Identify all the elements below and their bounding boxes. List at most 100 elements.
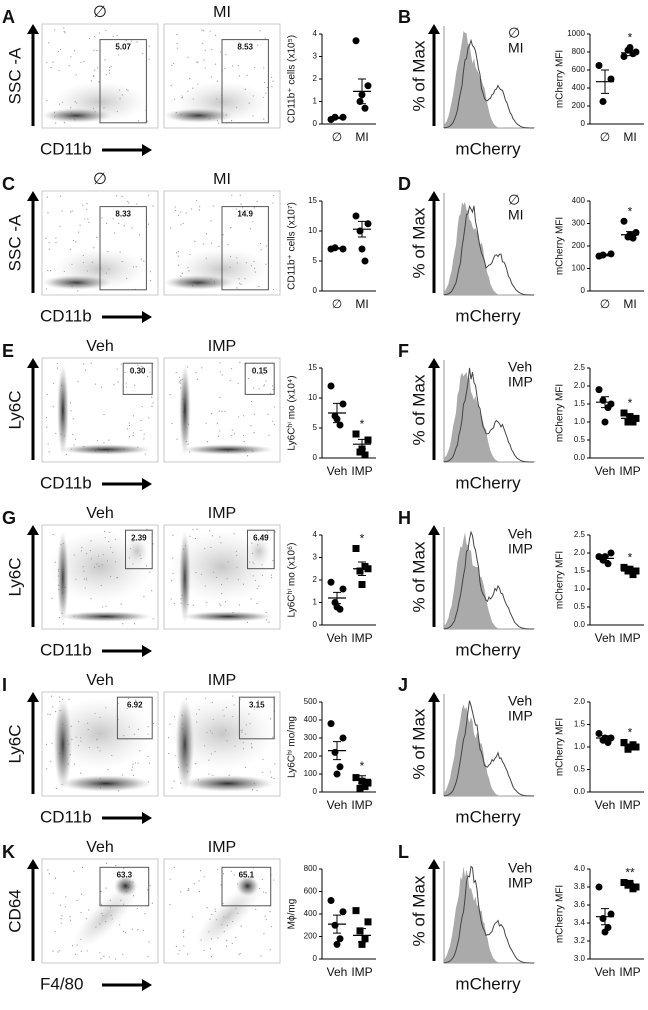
event-dot xyxy=(265,918,267,920)
event-dot xyxy=(137,762,139,764)
event-dot xyxy=(171,64,173,66)
y-axis-label: mCherry MFI xyxy=(555,50,566,108)
y-tick-label: 3 xyxy=(313,52,318,61)
x-axis-label: mCherry xyxy=(455,139,521,158)
event-dot xyxy=(211,413,213,415)
event-dot xyxy=(198,880,200,882)
event-dot xyxy=(133,384,136,386)
event-dot xyxy=(169,723,171,725)
gate xyxy=(116,696,153,740)
error-bar xyxy=(358,561,366,576)
event-dot xyxy=(131,769,133,771)
event-dot xyxy=(189,78,191,80)
event-dot xyxy=(172,62,175,65)
gate xyxy=(125,529,153,570)
event-dot xyxy=(258,285,260,288)
arrow-head xyxy=(428,692,440,702)
y-tick-label: 0 xyxy=(313,286,318,295)
event-dot xyxy=(175,252,178,254)
event-dot xyxy=(105,605,107,608)
population xyxy=(47,697,153,770)
y-tick-label: 100 xyxy=(304,769,318,778)
event-dot xyxy=(210,956,213,958)
event-dot xyxy=(55,432,57,434)
event-dot xyxy=(246,455,249,457)
event-dot xyxy=(59,225,61,227)
event-dot xyxy=(74,438,77,440)
event-dot xyxy=(168,752,170,755)
data-point xyxy=(601,418,609,426)
event-dot xyxy=(148,45,150,47)
arrow-head xyxy=(142,311,152,323)
category-label: ∅ xyxy=(332,297,342,311)
arrow-head xyxy=(27,24,39,34)
event-dot xyxy=(47,269,49,272)
event-dot xyxy=(112,35,114,37)
event-dot xyxy=(108,69,110,71)
event-dot xyxy=(238,75,241,77)
data-point xyxy=(352,430,360,438)
event-dot xyxy=(269,771,271,773)
x-axis-label: mCherry xyxy=(455,306,521,325)
condition-label: Veh xyxy=(86,672,114,689)
data-point xyxy=(336,421,344,429)
event-dot xyxy=(60,922,62,924)
event-dot xyxy=(72,433,74,436)
event-dot xyxy=(273,406,275,408)
event-dot xyxy=(269,718,272,720)
event-dot xyxy=(56,367,59,369)
event-dot xyxy=(125,40,127,42)
event-dot xyxy=(267,413,269,415)
event-dot xyxy=(273,194,275,197)
event-dot xyxy=(104,59,106,61)
event-dot xyxy=(226,940,228,942)
event-dot xyxy=(113,232,116,234)
event-dot xyxy=(148,941,150,943)
data-point xyxy=(339,585,347,593)
event-dot xyxy=(131,928,134,930)
y-tick-label: 3.8 xyxy=(574,882,586,891)
condition-label: Veh xyxy=(86,338,114,355)
event-dot xyxy=(121,774,123,776)
event-dot xyxy=(247,377,249,380)
data-point xyxy=(358,581,366,588)
event-dot xyxy=(177,953,179,955)
event-dot xyxy=(93,247,95,249)
event-dot xyxy=(108,956,110,958)
category-label: Veh xyxy=(327,965,348,979)
y-tick-label: 1.0 xyxy=(574,742,586,751)
hist-filled xyxy=(444,201,534,295)
y-tick-label: 1.5 xyxy=(574,566,586,575)
data-point xyxy=(336,935,344,943)
data-point xyxy=(352,37,360,45)
event-dot xyxy=(241,211,243,213)
event-dot xyxy=(119,924,121,926)
gate xyxy=(244,362,275,395)
event-dot xyxy=(231,194,233,196)
event-dot xyxy=(271,385,274,387)
legend-label: ∅ xyxy=(508,192,520,208)
event-dot xyxy=(250,400,252,403)
data-point xyxy=(607,250,615,258)
event-dot xyxy=(136,907,138,910)
event-dot xyxy=(262,373,264,376)
category-label: IMP xyxy=(619,965,640,979)
data-point xyxy=(364,220,372,228)
event-dot xyxy=(123,225,125,227)
y-tick-label: 15 xyxy=(308,196,317,205)
event-dot xyxy=(122,953,124,955)
event-dot xyxy=(274,763,276,765)
y-tick-label: 3.4 xyxy=(574,918,586,927)
event-dot xyxy=(92,74,94,77)
event-dot xyxy=(218,410,220,412)
significance: * xyxy=(628,396,633,410)
event-dot xyxy=(206,441,209,443)
y-tick-label: 4.0 xyxy=(574,864,586,873)
event-dot xyxy=(46,394,48,396)
event-dot xyxy=(79,224,81,226)
x-axis-label: mCherry xyxy=(455,640,521,659)
event-dot xyxy=(47,443,49,445)
y-tick-label: 0.0 xyxy=(574,453,586,462)
event-dot xyxy=(168,737,170,739)
